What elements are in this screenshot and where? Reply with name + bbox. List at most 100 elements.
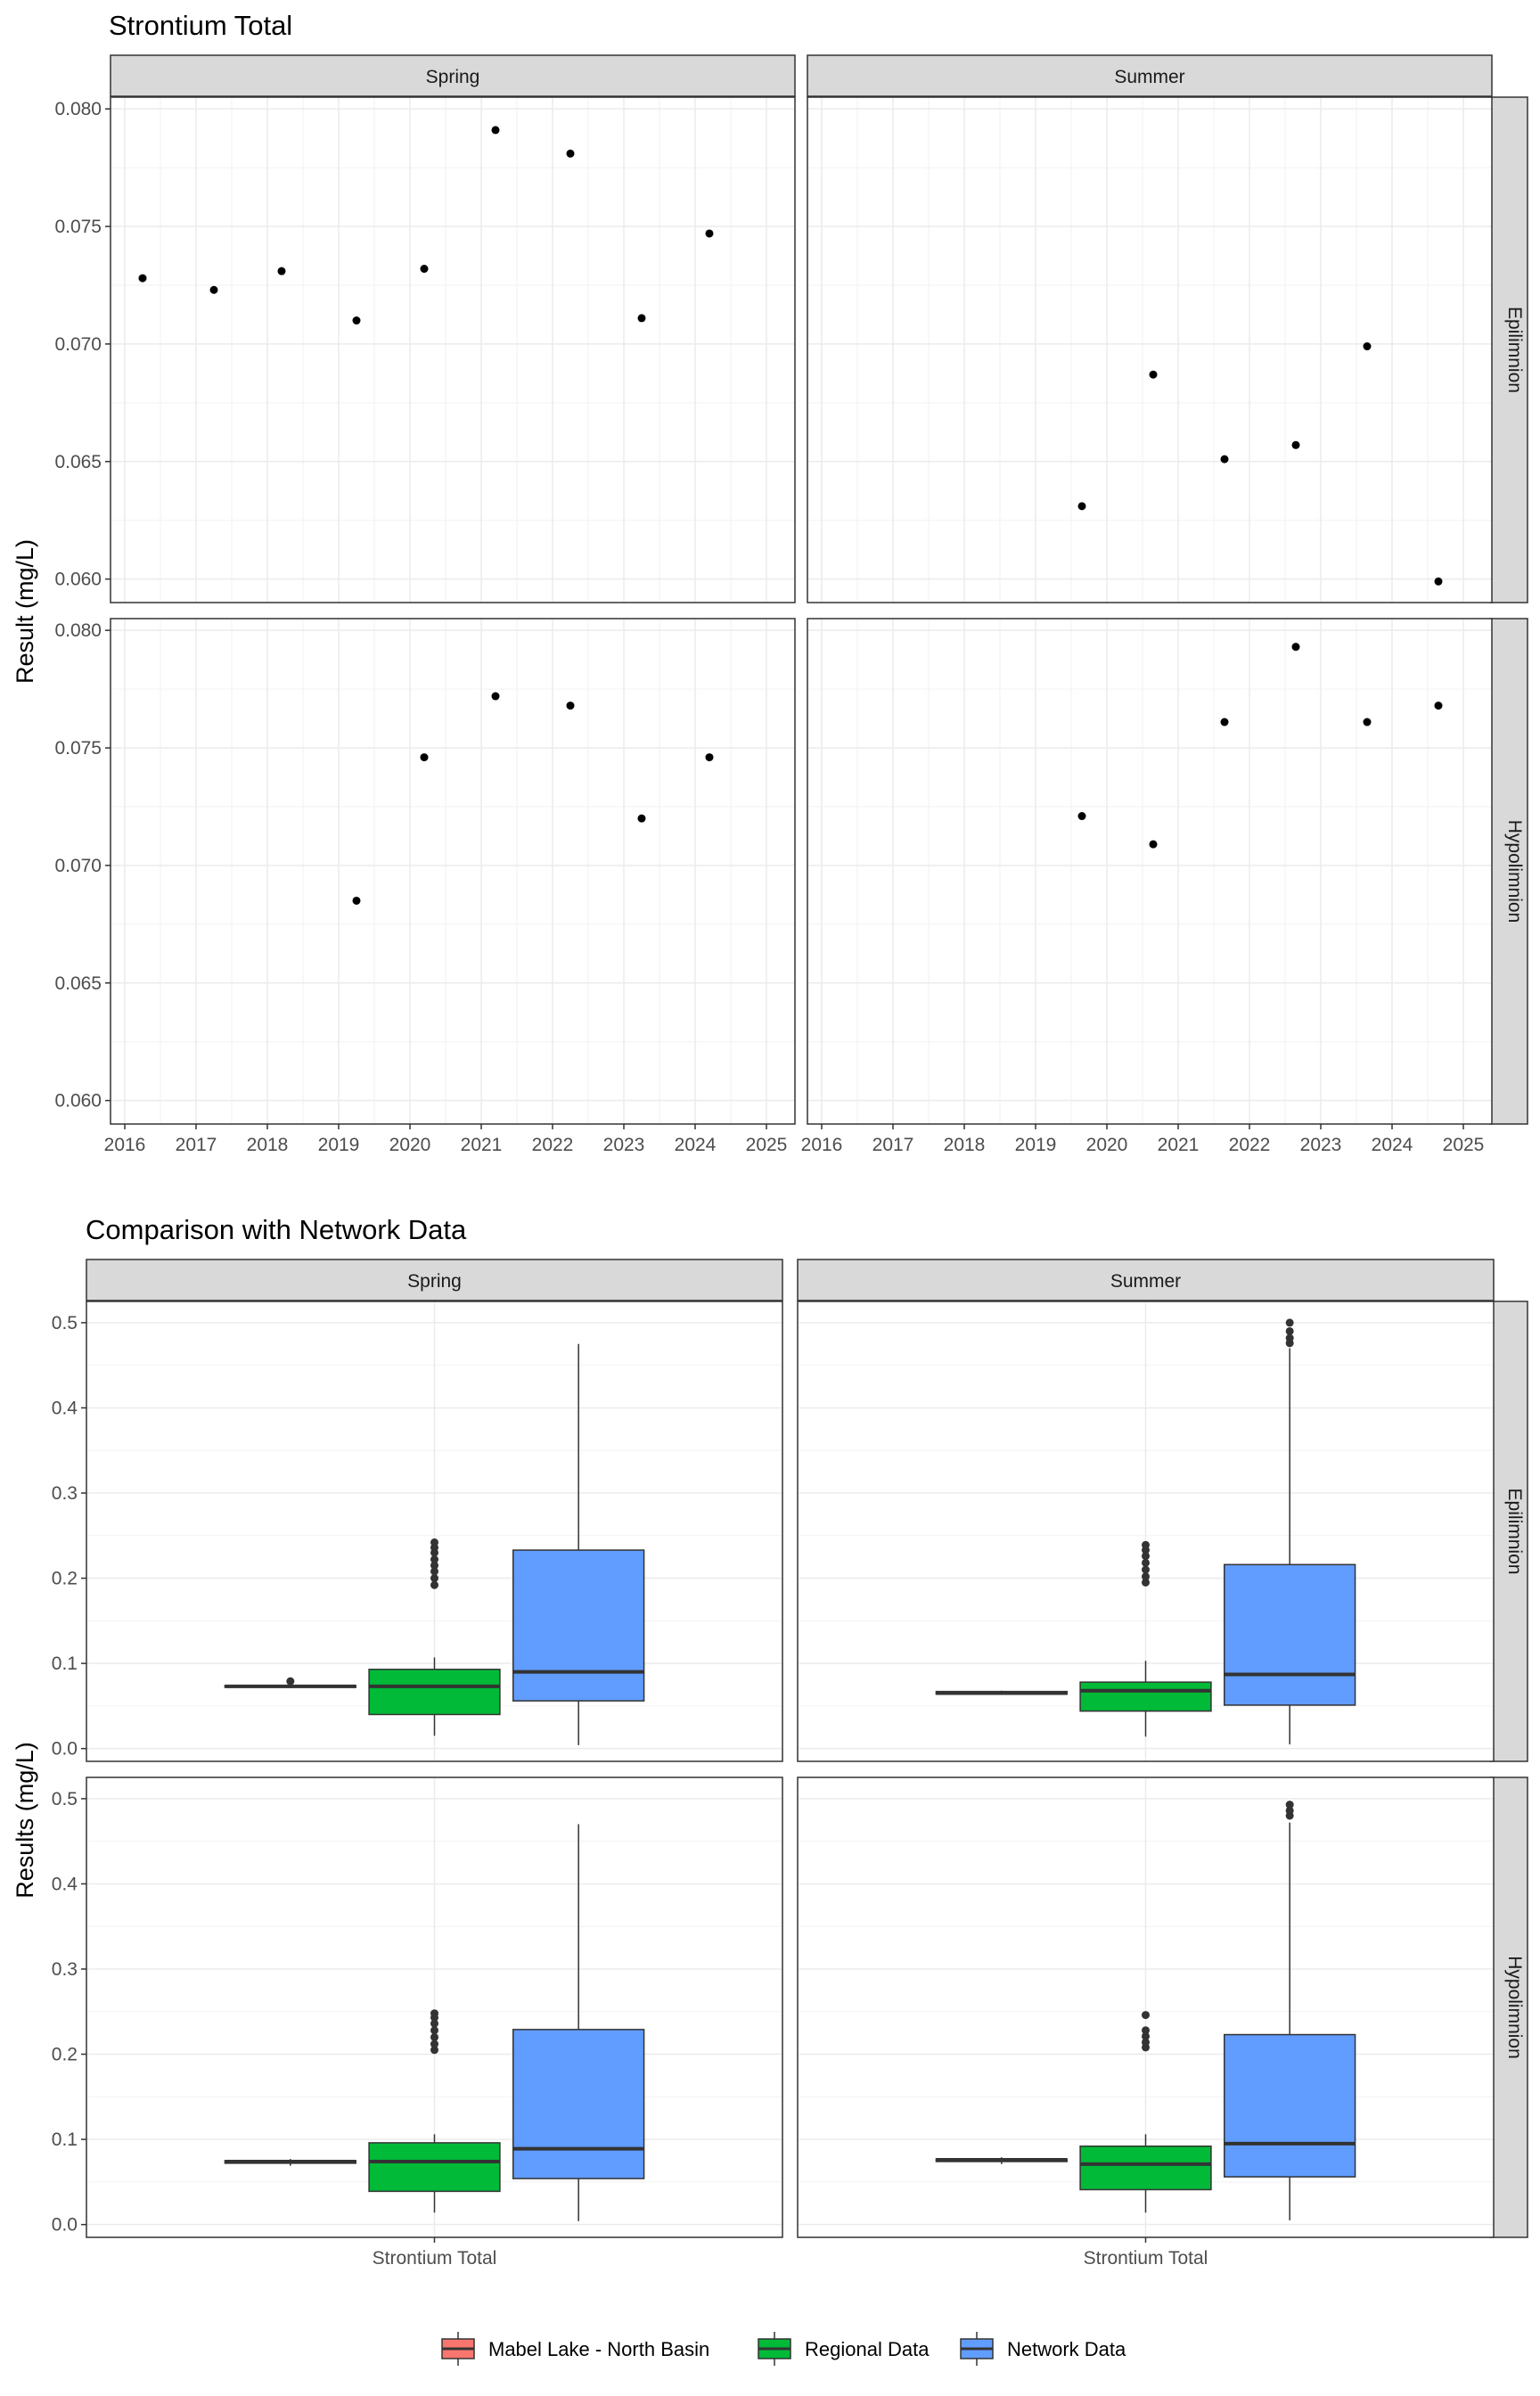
- data-point: [705, 753, 714, 762]
- y-tick-label: 0.070: [54, 334, 102, 355]
- data-point: [637, 814, 646, 823]
- chart2-title: Comparison with Network Data: [86, 1214, 467, 1245]
- chart1-panel-summer-hypolimnion: [807, 618, 1493, 1125]
- data-point: [1220, 455, 1229, 464]
- panel-background: [111, 97, 795, 603]
- outlier-point: [430, 2039, 438, 2048]
- y-tick-label: 0.0: [52, 2215, 78, 2236]
- box-mabel-lake-north-basin: [935, 2157, 1068, 2164]
- data-point: [705, 229, 714, 238]
- legend-item-regional-data: Regional Data: [758, 2332, 930, 2366]
- data-point: [566, 149, 575, 158]
- panel-background: [807, 97, 1492, 603]
- chart1-strip-hypolimnion: [1489, 618, 1528, 1125]
- box-network-data: [1224, 1318, 1356, 1744]
- outlier-point: [430, 1561, 438, 1570]
- data-point: [637, 314, 646, 323]
- chart1-panel-spring-hypolimnion: [110, 618, 796, 1125]
- legend-label: Network Data: [1007, 2338, 1126, 2360]
- box-body: [512, 1549, 645, 1702]
- data-point: [566, 702, 575, 710]
- outlier-point: [1142, 1540, 1150, 1549]
- box-body: [1224, 2033, 1356, 2178]
- chart2-strip-label-hypolimnion: Hypolimnion: [1504, 1956, 1525, 2059]
- x-tick-label: 2025: [746, 1135, 788, 1155]
- y-tick-label: 0.4: [52, 1874, 78, 1894]
- y-tick-label: 0.080: [54, 620, 102, 641]
- y-tick-label: 0.080: [54, 99, 102, 119]
- y-tick-label: 0.3: [52, 1483, 78, 1504]
- chart1-strip-label-hypolimnion: Hypolimnion: [1504, 820, 1525, 923]
- data-point: [1434, 702, 1443, 710]
- data-point: [1363, 342, 1372, 351]
- data-point: [1363, 718, 1372, 726]
- outlier-point: [430, 2032, 438, 2041]
- y-tick-label: 0.2: [52, 2045, 78, 2065]
- panel-background: [807, 619, 1492, 1124]
- data-point: [1077, 502, 1086, 511]
- outlier-point: [286, 1677, 295, 1686]
- legend-item-network-data: Network Data: [960, 2332, 1126, 2366]
- outlier-point: [1142, 2031, 1150, 2040]
- chart2-panel-spring-hypolimnion: [86, 1776, 783, 2238]
- x-tick-label: 2023: [1300, 1135, 1342, 1155]
- data-point: [277, 267, 286, 275]
- y-tick-label: 0.2: [52, 1569, 78, 1589]
- box-regional-data: [368, 2009, 501, 2213]
- outlier-point: [430, 2009, 438, 2018]
- y-tick-label: 0.0: [52, 1739, 78, 1760]
- chart2-strip-hypolimnion: [1489, 1776, 1528, 2238]
- outlier-point: [1142, 1558, 1150, 1567]
- box-regional-data: [368, 1538, 501, 1736]
- outlier-point: [1285, 1326, 1294, 1335]
- data-point: [420, 753, 429, 762]
- x-tick-label: 2017: [872, 1135, 914, 1155]
- x-tick-label: 2022: [532, 1135, 574, 1155]
- legend-label: Regional Data: [805, 2338, 930, 2360]
- box-body: [368, 2142, 501, 2193]
- data-point: [491, 126, 500, 135]
- outlier-point: [430, 2019, 438, 2028]
- box-network-data: [1224, 1801, 1356, 2220]
- x-tick-label: 2021: [1158, 1135, 1200, 1155]
- y-tick-label: 0.060: [54, 570, 102, 590]
- boxplot-facet-grid: Spring Summer Epilimnion Hypolimnion 0.0 0.1 0…: [52, 1259, 1528, 2269]
- data-point: [352, 896, 361, 905]
- chart2-strip-epilimnion: [1489, 1301, 1528, 1762]
- box-network-data: [512, 1824, 645, 2221]
- y-tick-label: 0.5: [52, 1313, 78, 1333]
- outlier-point: [430, 1580, 438, 1589]
- box-body: [368, 1669, 501, 1716]
- y-tick-label: 0.065: [54, 452, 102, 472]
- chart1-strip-label-epilimnion: Epilimnion: [1504, 307, 1525, 393]
- y-tick-label: 0.065: [54, 973, 102, 994]
- data-point: [352, 316, 361, 325]
- chart2-strip-summer: [797, 1259, 1495, 1301]
- outlier-point: [1142, 1572, 1150, 1581]
- box-mabel-lake-north-basin: [935, 1690, 1068, 1695]
- y-tick-label: 0.3: [52, 1959, 78, 1980]
- box-mabel-lake-north-basin: [224, 1677, 356, 1688]
- outlier-point: [1142, 1552, 1150, 1561]
- y-tick-label: 0.070: [54, 856, 102, 876]
- chart2-strip-spring: [86, 1259, 783, 1301]
- chart1-panel-spring-epilimnion: [110, 96, 796, 603]
- x-tick-label: 2019: [318, 1135, 360, 1155]
- data-point: [420, 265, 429, 274]
- data-point: [491, 692, 500, 701]
- y-tick-label: 0.075: [54, 738, 102, 759]
- y-tick-label: 0.060: [54, 1091, 102, 1112]
- chart2-strip-label-epilimnion: Epilimnion: [1504, 1489, 1525, 1575]
- panel-background: [111, 619, 795, 1124]
- chart2-panel-summer-epilimnion: [797, 1301, 1495, 1762]
- outlier-point: [1142, 2011, 1150, 2020]
- chart1-strip-spring: [110, 54, 796, 97]
- legend: Mabel Lake - North Basin Regional Data Net…: [441, 2332, 1126, 2366]
- x-tick-label: 2023: [603, 1135, 645, 1155]
- box-body: [1224, 1563, 1356, 1706]
- outlier-point: [430, 1555, 438, 1564]
- x-tick-label: 2016: [104, 1135, 146, 1155]
- chart2-panel-summer-hypolimnion: [797, 1776, 1495, 2238]
- x-tick-label: 2016: [801, 1135, 843, 1155]
